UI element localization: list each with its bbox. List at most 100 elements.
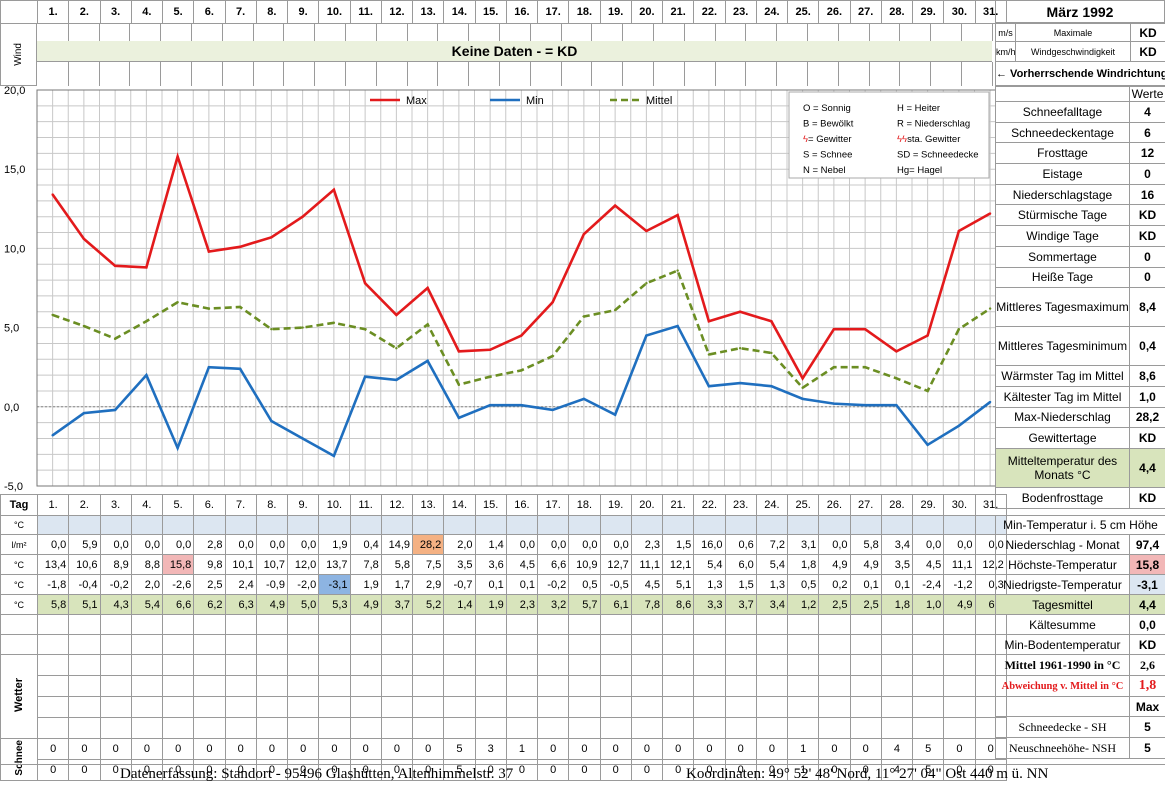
stat-value-4: 16 — [1130, 184, 1165, 205]
cell-0-6: 2,8 — [194, 535, 225, 555]
wetter-cell — [881, 718, 912, 739]
blank-cell — [819, 635, 850, 655]
point-min-4 — [145, 374, 147, 376]
point-max-14 — [458, 350, 460, 352]
snow-cell-0-18: 0 — [569, 739, 600, 760]
wind-no-data-banner: Keine Daten - = KD — [37, 41, 992, 62]
wetter-cell — [538, 718, 569, 739]
wetter-cell — [225, 697, 256, 718]
cell-3-11: 4,9 — [350, 595, 381, 615]
snow-max-1: 5 — [1130, 738, 1165, 759]
cell-1-2: 10,6 — [69, 555, 100, 575]
extra-label-2: Mittel 1961-1990 in °C — [996, 655, 1130, 676]
blank-cell — [413, 635, 444, 655]
stat-label-5: Stürmische Tage — [996, 205, 1130, 226]
wetter-cell — [194, 676, 225, 697]
wetter-cell — [225, 718, 256, 739]
point-mittel-28 — [895, 377, 897, 379]
cell-2-23: 1,5 — [725, 575, 756, 595]
point-max-29 — [926, 334, 928, 336]
day-header-26: 26. — [819, 1, 850, 24]
point-min-30 — [958, 425, 960, 427]
wetter-cell — [163, 655, 194, 676]
point-mittel-4 — [145, 320, 147, 322]
blank-cell — [506, 635, 537, 655]
point-mittel-27 — [864, 366, 866, 368]
y-tick-3: 5,0 — [4, 323, 19, 335]
wetter-cell — [69, 718, 100, 739]
wetter-cell — [944, 718, 975, 739]
min5cm-cell — [944, 516, 975, 535]
snow-cell-0-30: 0 — [944, 739, 975, 760]
cell-2-26: 0,2 — [819, 575, 850, 595]
wetter-row-1 — [1, 676, 1007, 697]
cell-0-25: 3,1 — [788, 535, 819, 555]
wetter-cell — [881, 676, 912, 697]
stat-value-15: 4,4 — [1130, 448, 1165, 487]
cell-2-7: 2,4 — [225, 575, 256, 595]
wetter-cell — [600, 655, 631, 676]
y-tick-4: 0,0 — [4, 402, 19, 414]
point-mittel-9 — [301, 326, 303, 328]
day-header-18: 18. — [569, 1, 600, 24]
point-max-2 — [83, 238, 85, 240]
point-max-26 — [833, 328, 835, 330]
point-max-10 — [333, 189, 335, 191]
blank-cell — [788, 615, 819, 635]
point-max-20 — [645, 230, 647, 232]
snow-cell-0-5: 0 — [163, 739, 194, 760]
cell-3-23: 3,7 — [725, 595, 756, 615]
wetter-cell — [131, 676, 162, 697]
legend-label-max: Max — [406, 95, 427, 107]
point-min-3 — [114, 409, 116, 411]
wetter-cell — [350, 655, 381, 676]
snow-cell-0-27: 0 — [850, 739, 881, 760]
day-header-28: 28. — [881, 1, 912, 24]
day-header-14: 14. — [444, 1, 475, 24]
tag-day-4: 4. — [131, 495, 162, 516]
stat-label-12: Kältester Tag im Mittel — [996, 386, 1130, 407]
cell-1-17: 6,6 — [538, 555, 569, 575]
blank-cell — [663, 615, 694, 635]
extra-label-0: Kältesumme — [996, 615, 1130, 635]
point-mittel-30 — [958, 328, 960, 330]
point-mittel-29 — [926, 390, 928, 392]
snow-cell-0-4: 0 — [131, 739, 162, 760]
blank-unit — [1, 635, 38, 655]
wetter-cell — [131, 718, 162, 739]
weather-legend-1-0: B = Bewölkt — [803, 119, 854, 130]
stat-value-6: KD — [1130, 226, 1165, 247]
cell-2-21: 5,1 — [663, 575, 694, 595]
point-mittel-16 — [520, 369, 522, 371]
stat-label-2: Frosttage — [996, 143, 1130, 164]
stat-value-8: 0 — [1130, 267, 1165, 288]
snow-cell-0-29: 5 — [913, 739, 944, 760]
wetter-cell — [319, 718, 350, 739]
row-sum-0: 97,4 — [1130, 535, 1165, 555]
tag-day-29: 29. — [913, 495, 944, 516]
cell-1-6: 9,8 — [194, 555, 225, 575]
stat-label-4: Niederschlagstage — [996, 184, 1130, 205]
day-header-20: 20. — [631, 1, 662, 24]
day-header-17: 17. — [538, 1, 569, 24]
point-mittel-25 — [801, 387, 803, 389]
wetter-cell — [69, 676, 100, 697]
wetter-cell — [288, 676, 319, 697]
cell-2-2: -0,4 — [69, 575, 100, 595]
wetter-cell — [631, 655, 662, 676]
min5cm-cell — [663, 516, 694, 535]
wetter-label-cell: Wetter — [1, 655, 38, 739]
point-min-26 — [833, 402, 835, 404]
tag-day-1: 1. — [38, 495, 69, 516]
point-min-14 — [458, 417, 460, 419]
tag-day-12: 12. — [381, 495, 412, 516]
wetter-cell — [475, 697, 506, 718]
month-title-text: März 1992 — [1047, 4, 1114, 20]
point-max-17 — [551, 301, 553, 303]
cell-0-24: 7,2 — [756, 535, 787, 555]
